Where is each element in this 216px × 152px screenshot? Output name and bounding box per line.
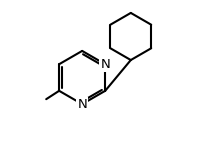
Text: N: N (100, 58, 110, 71)
Text: N: N (77, 98, 87, 111)
